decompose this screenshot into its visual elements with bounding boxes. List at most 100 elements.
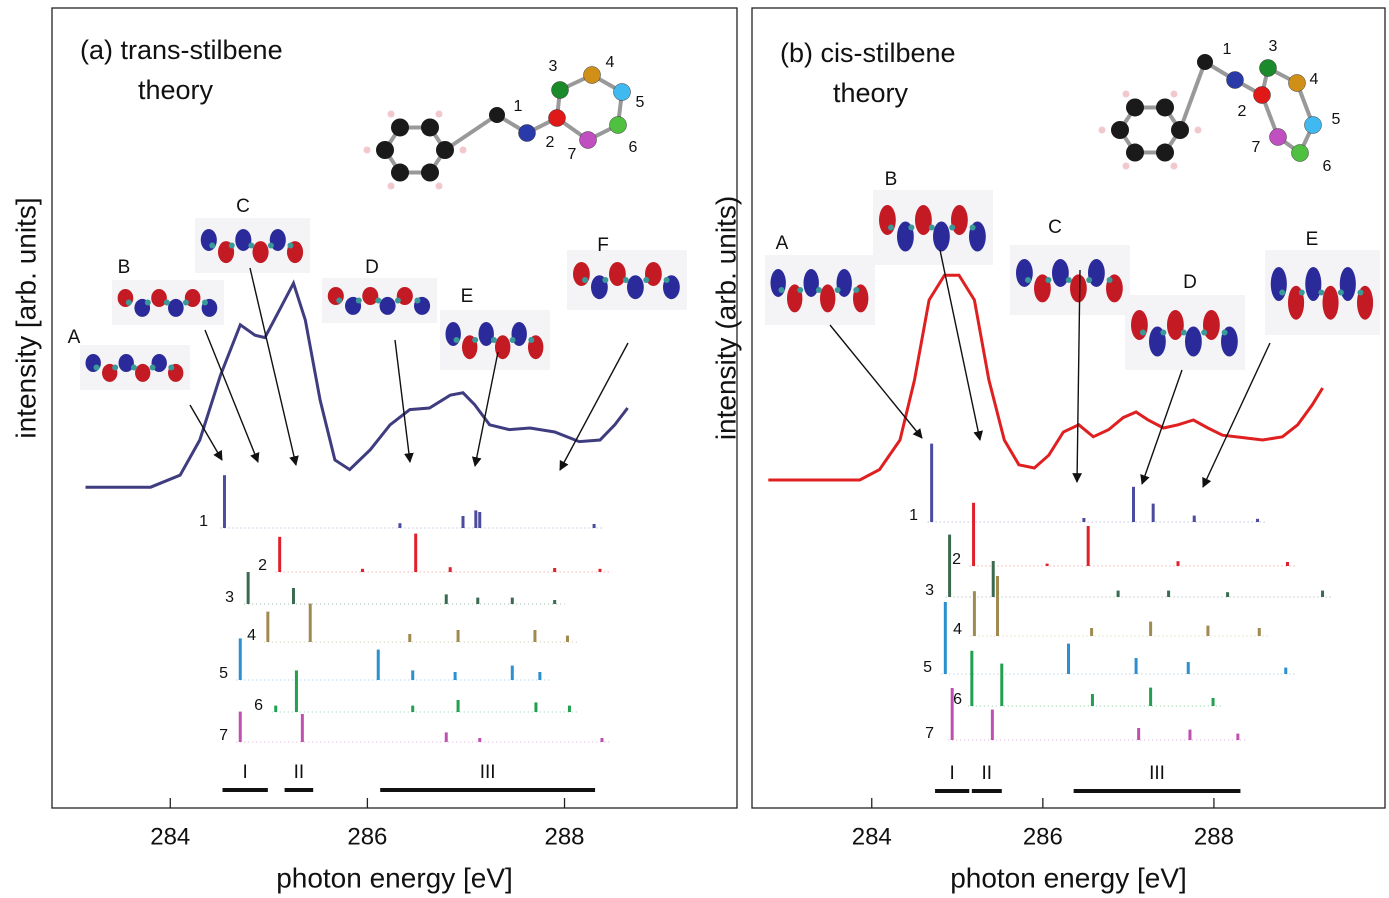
atom xyxy=(551,81,569,99)
plot-frame xyxy=(51,7,738,809)
carbon xyxy=(391,118,409,137)
orbital-atom xyxy=(778,287,785,293)
atom xyxy=(1269,128,1287,146)
orbital-lobe xyxy=(1203,310,1220,340)
orbital-atom xyxy=(643,277,650,283)
carbon xyxy=(1156,98,1174,117)
orbital-lobe xyxy=(1185,326,1202,357)
row-label: 6 xyxy=(953,691,962,708)
carbon xyxy=(1197,54,1213,70)
y-axis-label: intensity [arb. units] xyxy=(10,197,41,438)
hydrogen xyxy=(435,110,443,118)
orbital-atom xyxy=(582,277,588,283)
orbital-lobe xyxy=(1167,310,1184,340)
atom xyxy=(1304,116,1322,134)
orbital-atom xyxy=(528,337,535,343)
region-label: II xyxy=(294,762,305,783)
orbital-atom xyxy=(287,242,294,249)
orbital-lobe xyxy=(135,363,151,382)
region-label: III xyxy=(1149,763,1165,784)
orbital-atom xyxy=(1201,329,1208,336)
orbital-atom xyxy=(602,277,609,283)
orbital-atom xyxy=(969,224,976,231)
orbital-atom xyxy=(1106,277,1113,283)
orbital-atom xyxy=(908,224,915,231)
hydrogen xyxy=(1122,162,1130,170)
orbital-lobe xyxy=(836,269,852,297)
peak-arrow xyxy=(559,342,629,471)
orbital-atom xyxy=(1160,329,1167,336)
region-label: I xyxy=(243,762,248,783)
carbon xyxy=(421,118,439,137)
peak-arrow xyxy=(189,404,223,461)
orbital-lobe xyxy=(951,205,968,235)
orbital-atom xyxy=(1086,277,1093,283)
atom-label: 4 xyxy=(1310,71,1319,88)
hydrogen xyxy=(387,110,395,118)
orbital-atom xyxy=(622,277,629,283)
orbital-image xyxy=(440,310,550,370)
orbital-atom xyxy=(1180,329,1187,336)
atom-label: 7 xyxy=(568,146,577,163)
orbital-atom xyxy=(355,297,362,304)
orbital-atom xyxy=(228,242,235,249)
orbital-lobe xyxy=(803,269,819,297)
orbital-image xyxy=(112,280,224,325)
hydrogen xyxy=(1194,126,1202,134)
peak-label: B xyxy=(885,169,898,190)
orbital-atom xyxy=(130,364,137,371)
orbital-lobe xyxy=(235,229,252,251)
hydrogen xyxy=(459,146,467,154)
orbital-lobe xyxy=(252,241,269,264)
row-label: 5 xyxy=(923,659,932,676)
row-label: 4 xyxy=(953,621,962,638)
peak-arrow xyxy=(1072,269,1083,483)
row-label: 7 xyxy=(219,727,228,744)
orbital-atom xyxy=(201,299,208,306)
row-label: 1 xyxy=(199,513,208,530)
peak-label: D xyxy=(1183,272,1197,293)
orbital-atom xyxy=(490,337,497,343)
orbital-atom xyxy=(163,299,170,306)
orbital-lobe xyxy=(379,296,396,315)
hydrogen xyxy=(435,182,443,190)
row-label: 1 xyxy=(909,507,918,524)
atom-label: 6 xyxy=(629,139,638,156)
orbital-atom xyxy=(1337,289,1344,296)
atom xyxy=(609,116,627,134)
row-label: 5 xyxy=(219,665,228,682)
atom xyxy=(1253,86,1271,104)
x-tick-label: 288 xyxy=(544,823,584,850)
orbital-image xyxy=(322,278,437,323)
orbital-lobe xyxy=(1052,259,1069,287)
orbital-image xyxy=(1125,295,1245,370)
orbital-atom xyxy=(394,297,401,304)
orbital-image xyxy=(195,218,310,273)
x-tick-label: 284 xyxy=(852,823,892,850)
peak-arrow xyxy=(939,249,983,441)
peak-label: E xyxy=(1306,229,1319,250)
orbital-lobe xyxy=(1322,285,1339,320)
atom xyxy=(1291,144,1309,162)
orbital-atom xyxy=(1065,277,1072,283)
orbital-lobe xyxy=(118,354,134,372)
orbital-atom xyxy=(663,277,670,283)
orbital-atom xyxy=(336,297,343,304)
orbital-atom xyxy=(149,364,156,371)
orbital-image xyxy=(567,250,687,310)
peak-label: F xyxy=(597,235,609,256)
atom-label: 2 xyxy=(546,134,555,151)
row-label: 6 xyxy=(254,697,263,714)
carbon xyxy=(376,141,394,159)
carbon xyxy=(1156,143,1174,162)
orbital-lobe xyxy=(1016,259,1033,287)
orbital-atom xyxy=(815,287,822,293)
x-tick-label: 284 xyxy=(150,823,190,850)
carbon xyxy=(489,107,505,123)
x-tick-label: 286 xyxy=(347,823,387,850)
orbital-atom xyxy=(209,242,216,249)
hydrogen xyxy=(387,182,395,190)
atom xyxy=(1288,74,1306,92)
orbital-image xyxy=(80,345,190,390)
